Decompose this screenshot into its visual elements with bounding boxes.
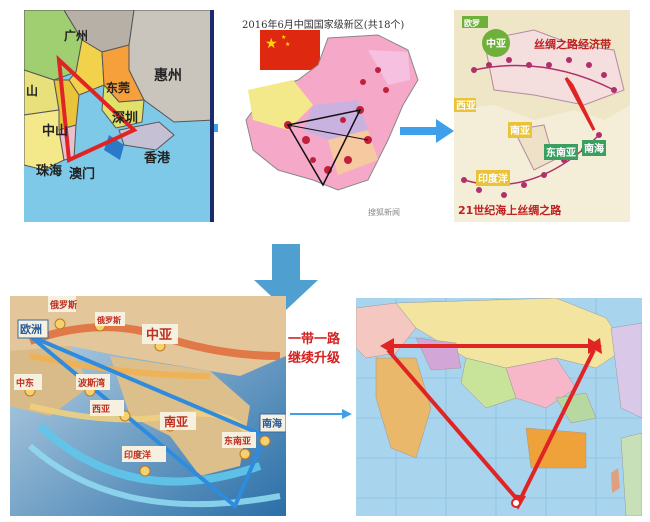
region-label: 东南亚 (546, 146, 576, 159)
region-label: 西亚 (456, 100, 476, 112)
map-label: 东莞 (106, 80, 130, 95)
region-label: 中亚 (486, 37, 506, 50)
caption-line-2: 继续升级 (288, 351, 341, 366)
route-label: 东南亚 (224, 435, 251, 447)
route-label: 西亚 (92, 404, 110, 415)
map-label: 深圳 (112, 110, 138, 126)
svg-text:★: ★ (285, 41, 290, 48)
map-label: 惠州 (154, 67, 182, 84)
watermark: 搜狐新闻 (368, 207, 400, 217)
caption-line-1: 一带一路 (288, 332, 341, 347)
route-label: 中亚 (146, 327, 172, 343)
region-label: 印度洋 (478, 172, 508, 185)
arrow-right-icon (290, 408, 352, 420)
route-label: 俄罗斯 (96, 315, 121, 325)
svg-text:★: ★ (265, 36, 278, 52)
route-label: 波斯湾 (78, 377, 105, 389)
map-label: 香港 (143, 150, 171, 166)
map-label: 山 (26, 83, 38, 98)
map-label: 广州 (64, 28, 88, 43)
map-label: 澳门 (69, 166, 95, 182)
center-caption: 一带一路 继续升级 (288, 330, 358, 368)
map-title: 2016年6月中国国家级新区(共18个) (242, 18, 404, 31)
svg-text:★: ★ (281, 34, 286, 41)
map-label: 中山 (42, 123, 68, 139)
silk-road-top-label: 丝绸之路经济带 (534, 37, 611, 51)
route-label: 中东 (16, 377, 34, 389)
route-label: 南海 (262, 417, 282, 430)
arrow-right-icon (400, 118, 454, 144)
route-map: 欧洲 俄罗斯 俄罗斯 中亚 中东 波斯湾 西亚 南亚 东南亚 印度洋 南海 (10, 296, 286, 516)
silk-road-map: 中亚 欧罗 西亚 南亚 东南亚 南海 印度洋 丝绸之路经济带 21世纪海上丝绸之… (454, 10, 630, 222)
route-label: 欧洲 (20, 322, 42, 336)
region-label: 南海 (584, 142, 604, 155)
arrow-down-icon (252, 244, 320, 312)
route-label: 印度洋 (124, 449, 151, 461)
map-label: 珠海 (36, 163, 62, 179)
route-label: 俄罗斯 (49, 299, 77, 311)
pearl-delta-map: 广州 东莞 惠州 中山 深圳 珠海 澳门 香港 山 (24, 10, 214, 222)
silk-road-bottom-label: 21世纪海上丝绸之路 (458, 203, 562, 217)
china-new-areas-map: 2016年6月中国国家级新区(共18个) ★ ★ ★ 搜狐新闻 (218, 10, 430, 222)
world-map (356, 298, 642, 516)
route-label: 南亚 (164, 414, 188, 429)
region-label: 欧罗 (464, 18, 480, 28)
region-label: 南亚 (510, 124, 530, 137)
